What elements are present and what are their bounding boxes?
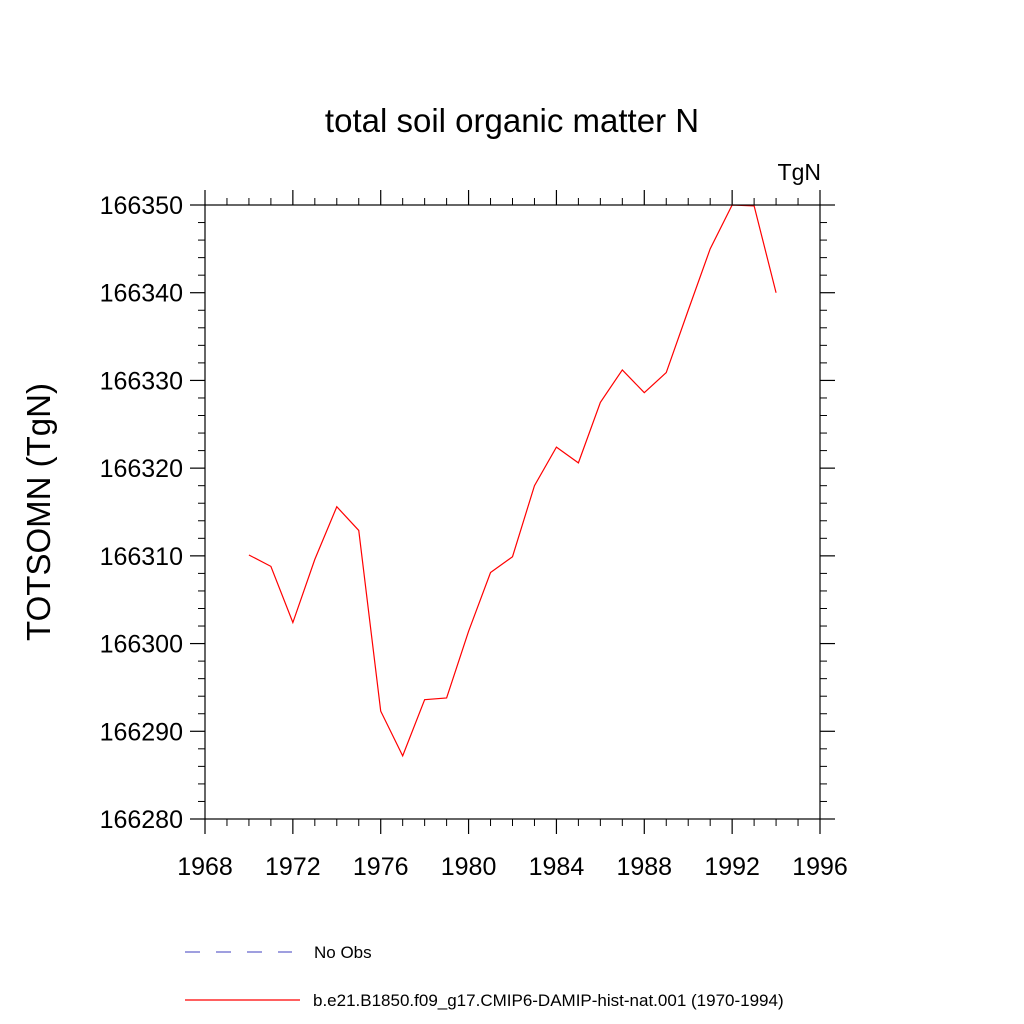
x-tick-label: 1972 xyxy=(265,853,321,881)
x-tick-label: 1980 xyxy=(441,853,497,881)
x-tick-label: 1992 xyxy=(704,853,760,881)
plot-frame xyxy=(204,204,821,820)
y-tick-label: 166290 xyxy=(100,718,183,746)
tick-labels: 1968 1972 1976 1980 1984 1988 1992 1996 166280 16… xyxy=(100,192,848,881)
y-tick-label: 166330 xyxy=(100,367,183,395)
legend-label: No Obs xyxy=(314,943,372,962)
x-tick-label: 1988 xyxy=(616,853,672,881)
y-tick-label: 166320 xyxy=(100,455,183,483)
y-tick-label: 166310 xyxy=(100,543,183,571)
x-tick-label: 1996 xyxy=(792,853,848,881)
major-ticks xyxy=(190,190,835,834)
legend: No Obs b.e21.B1850.f09_g17.CMIP6-DAMIP-hi… xyxy=(185,943,784,1010)
x-tick-label: 1968 xyxy=(177,853,233,881)
x-tick-label: 1984 xyxy=(529,853,585,881)
y-tick-label: 166340 xyxy=(100,280,183,308)
y-tick-label: 166350 xyxy=(100,192,183,220)
series-lines xyxy=(248,204,777,758)
units-label: TgN xyxy=(778,159,821,185)
legend-label: b.e21.B1850.f09_g17.CMIP6-DAMIP-hist-nat… xyxy=(313,991,784,1010)
y-tick-label: 166280 xyxy=(100,806,183,834)
minor-ticks xyxy=(198,198,827,826)
y-axis-label: TOTSOMN (TgN) xyxy=(20,383,57,641)
series-line xyxy=(248,204,777,758)
y-tick-label: 166300 xyxy=(100,631,183,659)
x-tick-label: 1976 xyxy=(353,853,409,881)
chart-title: total soil organic matter N xyxy=(325,102,699,139)
